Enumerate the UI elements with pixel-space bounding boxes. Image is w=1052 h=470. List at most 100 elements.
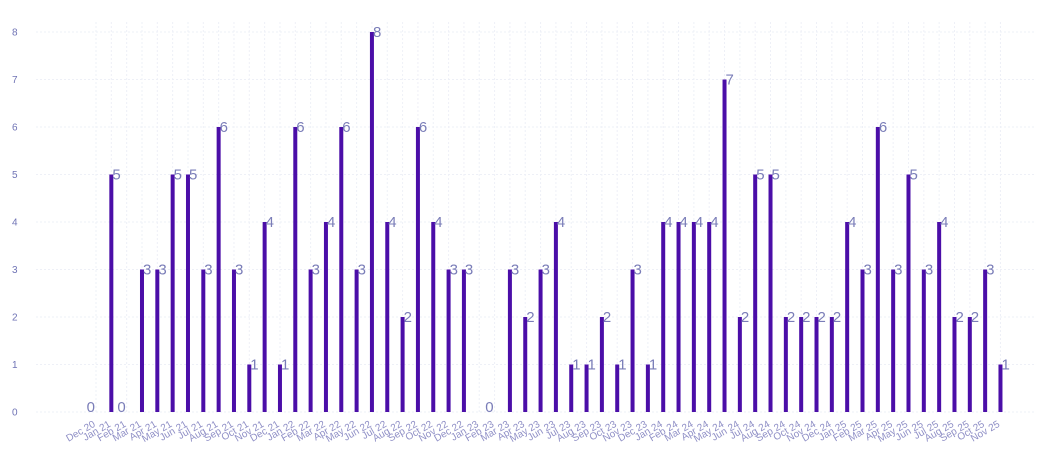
data-label: 2 [603, 309, 611, 326]
bar[interactable] [983, 269, 988, 413]
bar[interactable] [645, 364, 650, 413]
data-label: 3 [986, 262, 994, 279]
bar[interactable] [722, 79, 727, 413]
bar[interactable] [354, 269, 359, 413]
bar[interactable] [707, 222, 712, 412]
bar[interactable] [262, 222, 267, 412]
data-label: 4 [434, 214, 442, 231]
y-tick-label: 8 [12, 28, 18, 39]
data-label: 6 [296, 119, 304, 136]
data-label: 5 [909, 167, 917, 184]
bar[interactable] [599, 317, 604, 412]
bar[interactable] [906, 174, 911, 413]
bar[interactable] [783, 317, 788, 412]
bar[interactable] [201, 269, 206, 413]
data-label: 3 [542, 262, 550, 279]
bar[interactable] [584, 364, 589, 413]
data-label: 8 [373, 24, 381, 41]
bar[interactable] [369, 32, 374, 412]
bar[interactable] [461, 269, 466, 413]
data-label: 0 [117, 399, 125, 416]
bar[interactable] [891, 269, 896, 413]
bar[interactable] [952, 317, 957, 412]
bar[interactable] [737, 317, 742, 412]
data-label: 3 [158, 262, 166, 279]
bar[interactable] [415, 127, 420, 412]
bar[interactable] [155, 269, 160, 413]
bar[interactable] [308, 269, 313, 413]
data-label: 3 [465, 262, 473, 279]
data-label: 3 [864, 262, 872, 279]
data-label: 6 [419, 119, 427, 136]
data-label: 1 [618, 357, 626, 374]
bars [109, 32, 1003, 413]
data-label: 3 [511, 262, 519, 279]
data-label: 3 [634, 262, 642, 279]
bar[interactable] [768, 174, 773, 413]
data-label: 1 [649, 357, 657, 374]
data-label: 4 [557, 214, 565, 231]
data-label: 3 [358, 262, 366, 279]
y-tick-label: 1 [12, 360, 18, 371]
data-label: 4 [266, 214, 274, 231]
data-label: 2 [818, 309, 826, 326]
bar[interactable] [553, 222, 558, 412]
data-label: 2 [971, 309, 979, 326]
bar[interactable] [109, 174, 114, 413]
data-label: 2 [404, 309, 412, 326]
bar[interactable] [339, 127, 344, 412]
bar[interactable] [400, 317, 405, 412]
bar[interactable] [277, 364, 282, 413]
bar[interactable] [630, 269, 635, 413]
bar[interactable] [323, 222, 328, 412]
bar[interactable] [170, 174, 175, 413]
bar[interactable] [293, 127, 298, 412]
data-label: 1 [281, 357, 289, 374]
bar[interactable] [385, 222, 390, 412]
data-label: 0 [485, 399, 493, 416]
bar[interactable] [799, 317, 804, 412]
bar[interactable] [569, 364, 574, 413]
bar[interactable] [185, 174, 190, 413]
data-label: 4 [680, 214, 688, 231]
data-label: 3 [204, 262, 212, 279]
bar[interactable] [661, 222, 666, 412]
bar[interactable] [216, 127, 221, 412]
data-label: 3 [235, 262, 243, 279]
bar[interactable] [921, 269, 926, 413]
bar[interactable] [446, 269, 451, 413]
bar[interactable] [676, 222, 681, 412]
bar[interactable] [829, 317, 834, 412]
bar[interactable] [247, 364, 252, 413]
bar[interactable] [523, 317, 528, 412]
data-label: 3 [450, 262, 458, 279]
bar[interactable] [937, 222, 942, 412]
bar[interactable] [753, 174, 758, 413]
bar[interactable] [507, 269, 512, 413]
bar[interactable] [814, 317, 819, 412]
bar[interactable] [967, 317, 972, 412]
y-tick-label: 2 [12, 313, 18, 324]
bar[interactable] [431, 222, 436, 412]
data-label: 4 [327, 214, 335, 231]
data-label: 1 [588, 357, 596, 374]
data-label: 6 [879, 119, 887, 136]
bar[interactable] [615, 364, 620, 413]
data-label: 4 [695, 214, 703, 231]
bar[interactable] [845, 222, 850, 412]
bar[interactable] [998, 364, 1003, 413]
data-label: 1 [250, 357, 258, 374]
bar[interactable] [691, 222, 696, 412]
bar[interactable] [875, 127, 880, 412]
bar[interactable] [231, 269, 236, 413]
data-label: 5 [112, 167, 120, 184]
data-label: 5 [772, 167, 780, 184]
bar[interactable] [860, 269, 865, 413]
bar[interactable] [139, 269, 144, 413]
y-tick-label: 4 [12, 218, 18, 229]
bar[interactable] [538, 269, 543, 413]
data-label: 2 [526, 309, 534, 326]
data-label: 6 [342, 119, 350, 136]
